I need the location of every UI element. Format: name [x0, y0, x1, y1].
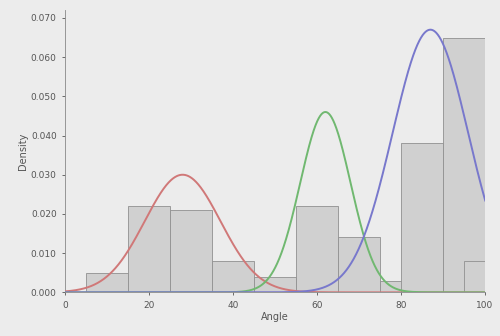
Bar — [296, 206, 338, 292]
Bar — [254, 277, 296, 292]
Y-axis label: Density: Density — [18, 132, 28, 170]
Bar — [212, 261, 254, 292]
Bar — [128, 206, 170, 292]
Bar — [338, 238, 380, 292]
Bar — [380, 281, 422, 292]
Bar — [86, 273, 128, 292]
Bar — [401, 143, 443, 292]
X-axis label: Angle: Angle — [261, 312, 289, 323]
Bar — [443, 38, 485, 292]
Bar — [464, 261, 500, 292]
Bar — [170, 210, 212, 292]
